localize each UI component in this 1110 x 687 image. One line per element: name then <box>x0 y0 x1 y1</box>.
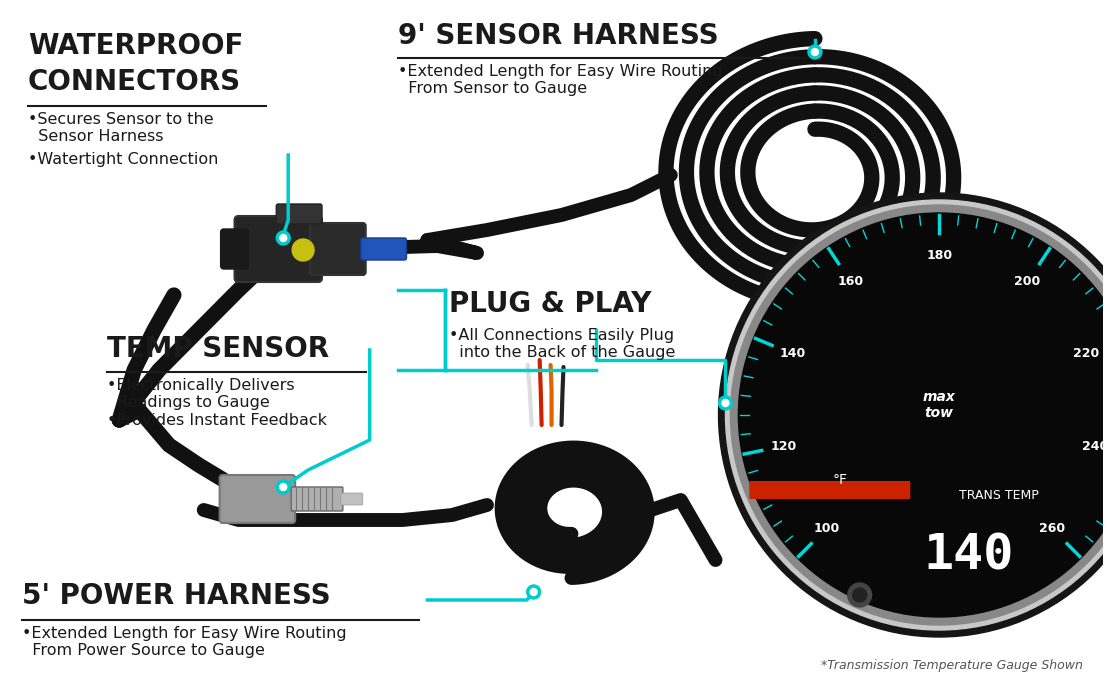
Circle shape <box>531 589 537 596</box>
Text: •Extended Length for Easy Wire Routing
  From Sensor to Gauge: •Extended Length for Easy Wire Routing F… <box>397 64 723 96</box>
Circle shape <box>722 400 729 407</box>
Circle shape <box>280 234 286 242</box>
Circle shape <box>276 231 290 245</box>
Text: 240: 240 <box>1082 440 1108 453</box>
FancyBboxPatch shape <box>749 481 910 499</box>
Circle shape <box>738 213 1110 617</box>
Text: 160: 160 <box>838 275 864 289</box>
Text: 200: 200 <box>1015 275 1040 289</box>
Text: *Transmission Temperature Gauge Shown: *Transmission Temperature Gauge Shown <box>821 659 1083 672</box>
Text: 260: 260 <box>1039 521 1064 534</box>
Text: 120: 120 <box>770 440 796 453</box>
Text: PLUG & PLAY: PLUG & PLAY <box>450 290 652 318</box>
Text: 9' SENSOR HARNESS: 9' SENSOR HARNESS <box>397 22 718 50</box>
Circle shape <box>527 585 541 599</box>
Text: max
tow: max tow <box>922 390 956 420</box>
FancyBboxPatch shape <box>276 204 322 224</box>
FancyBboxPatch shape <box>310 223 365 275</box>
Text: CONNECTORS: CONNECTORS <box>28 68 241 96</box>
Circle shape <box>726 200 1110 630</box>
Circle shape <box>852 588 867 602</box>
FancyBboxPatch shape <box>220 475 295 523</box>
Circle shape <box>730 205 1110 625</box>
Circle shape <box>848 583 871 607</box>
Text: 220: 220 <box>1073 347 1099 360</box>
Circle shape <box>280 484 286 491</box>
FancyBboxPatch shape <box>221 229 249 269</box>
Text: 5' POWER HARNESS: 5' POWER HARNESS <box>22 582 331 610</box>
Circle shape <box>292 239 314 261</box>
Circle shape <box>808 45 821 59</box>
Text: •Extended Length for Easy Wire Routing
  From Power Source to Gauge: •Extended Length for Easy Wire Routing F… <box>22 626 346 658</box>
Text: TRANS TEMP: TRANS TEMP <box>959 488 1039 502</box>
Text: 140: 140 <box>779 347 806 360</box>
Text: 100: 100 <box>814 521 840 534</box>
Text: •All Connections Easily Plug
  into the Back of the Gauge: •All Connections Easily Plug into the Ba… <box>450 328 676 361</box>
Text: •Secures Sensor to the
  Sensor Harness: •Secures Sensor to the Sensor Harness <box>28 112 213 144</box>
FancyBboxPatch shape <box>361 238 406 260</box>
Text: •Electronically Delivers
  Readings to Gauge
•Provides Instant Feedback: •Electronically Delivers Readings to Gau… <box>108 378 327 428</box>
Circle shape <box>718 396 733 410</box>
Text: 140: 140 <box>924 531 1015 579</box>
Text: TEMP SENSOR: TEMP SENSOR <box>108 335 330 363</box>
FancyBboxPatch shape <box>291 487 343 511</box>
Circle shape <box>276 480 290 494</box>
Text: 180: 180 <box>926 249 952 262</box>
Text: •Watertight Connection: •Watertight Connection <box>28 152 219 167</box>
FancyBboxPatch shape <box>234 216 322 282</box>
Circle shape <box>811 49 818 56</box>
Text: WATERPROOF: WATERPROOF <box>28 32 243 60</box>
FancyBboxPatch shape <box>341 493 363 505</box>
Circle shape <box>718 193 1110 637</box>
Text: °F: °F <box>832 473 847 487</box>
